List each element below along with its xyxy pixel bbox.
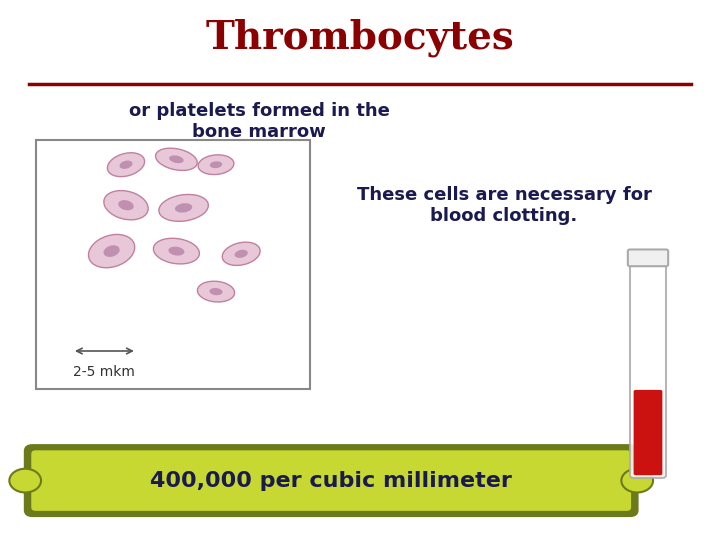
Ellipse shape <box>197 281 235 302</box>
Text: or platelets formed in the
bone marrow: or platelets formed in the bone marrow <box>129 102 390 141</box>
Ellipse shape <box>153 238 199 264</box>
Text: Thrombocytes: Thrombocytes <box>206 18 514 57</box>
Circle shape <box>621 469 653 492</box>
Ellipse shape <box>169 156 184 163</box>
FancyBboxPatch shape <box>628 249 668 266</box>
Ellipse shape <box>89 234 135 268</box>
Ellipse shape <box>210 161 222 168</box>
FancyBboxPatch shape <box>30 449 632 512</box>
FancyBboxPatch shape <box>36 140 310 389</box>
Ellipse shape <box>120 160 132 169</box>
FancyBboxPatch shape <box>25 446 637 516</box>
Ellipse shape <box>235 249 248 258</box>
FancyBboxPatch shape <box>634 390 662 475</box>
Ellipse shape <box>198 155 234 174</box>
Ellipse shape <box>156 148 197 171</box>
FancyBboxPatch shape <box>630 256 666 478</box>
Circle shape <box>9 469 41 492</box>
Text: 400,000 per cubic millimeter: 400,000 per cubic millimeter <box>150 470 512 491</box>
Ellipse shape <box>118 200 134 210</box>
Ellipse shape <box>104 245 120 257</box>
Ellipse shape <box>222 242 260 266</box>
Ellipse shape <box>168 247 184 255</box>
Ellipse shape <box>210 288 222 295</box>
Text: These cells are necessary for
blood clotting.: These cells are necessary for blood clot… <box>356 186 652 225</box>
Ellipse shape <box>107 153 145 177</box>
Ellipse shape <box>175 203 192 213</box>
Ellipse shape <box>104 191 148 220</box>
Text: 2-5 mkm: 2-5 mkm <box>73 364 135 379</box>
Ellipse shape <box>159 194 208 221</box>
